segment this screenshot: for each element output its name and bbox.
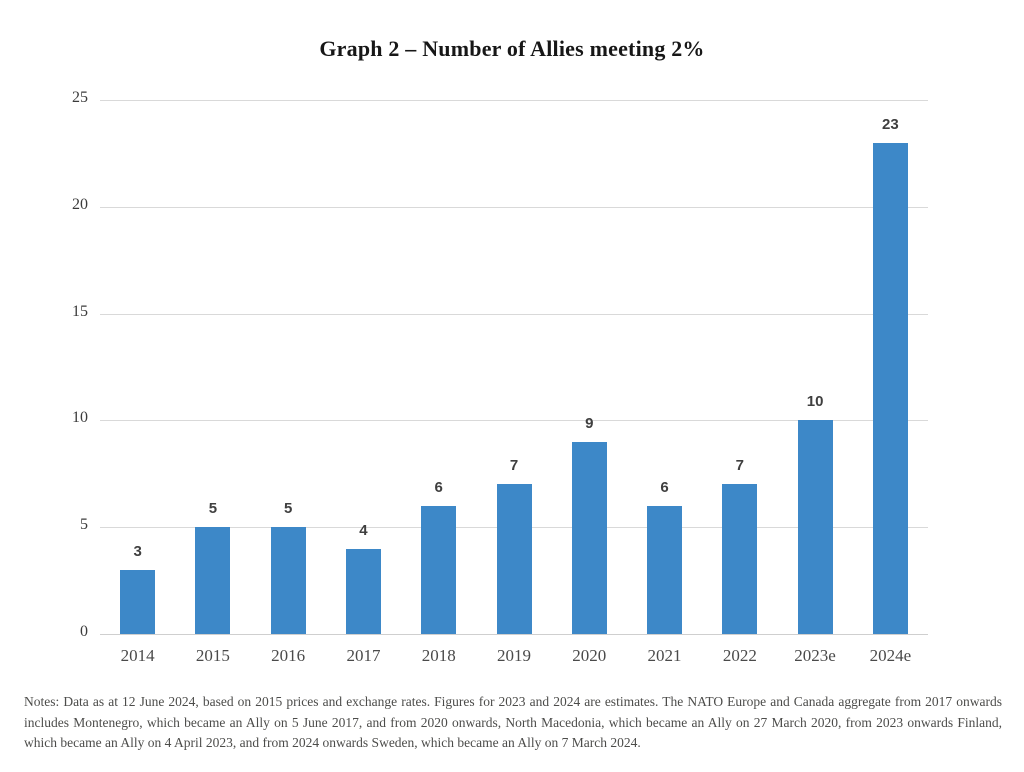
x-axis-tick-label-2022: 2022 (722, 646, 757, 665)
plot-area: 3 5 5 4 6 7 9 6 7 10 23 (100, 100, 928, 635)
x-axis-tick-label-2015: 2015 (195, 646, 230, 665)
x-axis-tick-label-2014: 2014 (120, 646, 155, 665)
y-axis-tick-label: 5 (80, 516, 88, 534)
data-label-2018: 6 (434, 478, 443, 496)
bar-2024e (872, 142, 908, 634)
y-axis-tick-label: 0 (80, 623, 88, 640)
gridline-y-10 (100, 420, 928, 422)
data-label-2024e: 23 (882, 115, 899, 133)
bar-2014 (120, 569, 156, 634)
data-label-2015: 5 (208, 500, 218, 518)
data-label-2023e: 10 (806, 393, 824, 411)
bar-2023e (797, 420, 833, 634)
data-label-2020: 9 (585, 414, 594, 432)
x-axis-tick-label-2023e: 2023e (794, 646, 836, 665)
y-axis-tick-label: 10 (72, 409, 88, 427)
x-axis-tick-label-2024e: 2024e (869, 646, 912, 665)
gridline-y-15 (100, 313, 928, 315)
bar-2017 (345, 548, 381, 634)
x-axis-tick-label-2016: 2016 (271, 646, 306, 665)
data-label-2017: 4 (359, 521, 368, 539)
y-axis-tick-label: 15 (72, 302, 88, 320)
data-label-2014: 3 (133, 542, 142, 560)
x-axis-tick-label-2018: 2018 (421, 646, 456, 665)
x-axis-tick-label-2017: 2017 (346, 646, 381, 665)
gridline-y-0 (100, 634, 928, 635)
x-axis-tick-label-2021: 2021 (647, 646, 682, 665)
bar-2016 (270, 527, 306, 634)
bar-2019 (496, 484, 532, 634)
gridline-y-25 (100, 100, 928, 101)
data-label-2016: 5 (284, 500, 293, 518)
data-label-2019: 7 (509, 457, 519, 475)
data-label-2021: 6 (660, 478, 669, 496)
gridline-y-20 (100, 206, 928, 208)
chart-title: Graph 2 – Number of Allies meeting 2% (319, 36, 705, 61)
data-label-2022: 7 (735, 457, 744, 475)
bar-2018 (421, 505, 457, 634)
x-axis-tick-label-2020: 2020 (572, 646, 607, 665)
y-axis-tick-label: 20 (72, 195, 88, 213)
y-axis-tick-label: 25 (72, 89, 88, 106)
bar-2022 (722, 484, 758, 634)
x-axis-tick-label-2019: 2019 (497, 646, 531, 665)
notes-text: Notes: Data as at 12 June 2024, based on… (24, 694, 1002, 751)
bar-2015 (195, 527, 231, 634)
bar-2021 (647, 505, 683, 634)
bar-2020 (571, 441, 607, 634)
